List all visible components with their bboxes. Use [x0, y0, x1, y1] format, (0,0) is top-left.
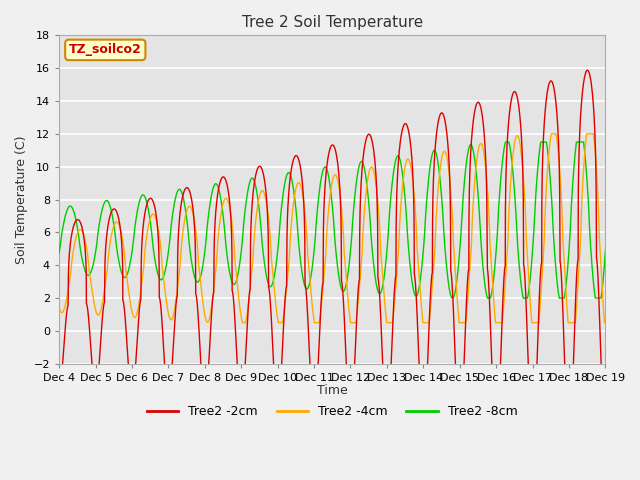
Tree2 -2cm	[602, 364, 609, 370]
Tree2 -8cm	[602, 247, 609, 252]
Tree2 -4cm	[55, 305, 63, 311]
Tree2 -4cm	[602, 320, 609, 325]
Tree2 -2cm	[591, 130, 598, 136]
Tree2 -4cm	[532, 320, 540, 325]
Tree2 -8cm	[118, 269, 125, 275]
Tree2 -4cm	[591, 147, 599, 153]
Tree2 -4cm	[265, 218, 273, 224]
Tree2 -8cm	[150, 250, 157, 255]
Tree2 -2cm	[289, 161, 296, 167]
Tree2 -8cm	[289, 179, 296, 185]
Tree2 -4cm	[239, 320, 246, 325]
Tree2 -2cm	[532, 364, 540, 370]
Title: Tree 2 Soil Temperature: Tree 2 Soil Temperature	[242, 15, 423, 30]
Tree2 -8cm	[448, 295, 456, 301]
Line: Tree2 -4cm: Tree2 -4cm	[59, 134, 605, 323]
Line: Tree2 -2cm: Tree2 -2cm	[59, 70, 605, 367]
Tree2 -8cm	[55, 250, 63, 255]
Tree2 -4cm	[150, 212, 157, 217]
Tree2 -4cm	[118, 230, 125, 236]
Tree2 -8cm	[591, 293, 599, 299]
Tree2 -2cm	[55, 364, 63, 370]
Legend: Tree2 -2cm, Tree2 -4cm, Tree2 -8cm: Tree2 -2cm, Tree2 -4cm, Tree2 -8cm	[142, 400, 522, 423]
Tree2 -2cm	[265, 285, 273, 290]
Y-axis label: Soil Temperature (C): Soil Temperature (C)	[15, 135, 28, 264]
Tree2 -8cm	[532, 185, 540, 191]
Tree2 -4cm	[547, 131, 555, 137]
Text: TZ_soilco2: TZ_soilco2	[69, 43, 141, 56]
Tree2 -8cm	[265, 282, 273, 288]
Tree2 -4cm	[289, 209, 296, 215]
Tree2 -8cm	[502, 139, 509, 145]
Tree2 -2cm	[118, 236, 125, 242]
Line: Tree2 -8cm: Tree2 -8cm	[59, 142, 605, 298]
Tree2 -2cm	[584, 67, 591, 73]
Tree2 -2cm	[150, 201, 157, 206]
X-axis label: Time: Time	[317, 384, 348, 397]
